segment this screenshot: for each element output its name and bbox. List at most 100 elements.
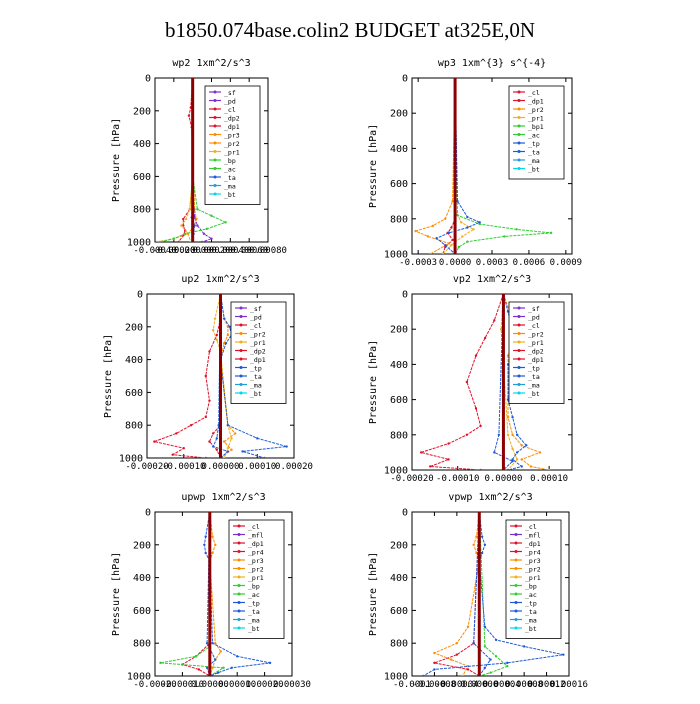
legend-box [230,301,287,404]
y-axis-label: Pressure [hPa] [368,340,379,424]
y-tick-label: 600 [125,388,143,399]
y-tick-label: 600 [133,606,151,617]
series-line-pr1 [442,78,475,254]
y-tick-label: 800 [390,430,408,441]
legend-marker [237,541,241,545]
data-point [155,240,159,242]
data-point [263,456,266,458]
y-tick-label: 400 [390,144,408,155]
x-tick-label: 0.0000 [439,258,472,268]
y-tick-label: 1000 [127,238,151,249]
data-point [205,642,209,645]
data-point [422,674,425,676]
legend-marker [237,575,241,579]
data-point [499,328,503,331]
legend-marker [237,558,241,562]
data-point [215,448,219,451]
data-point [236,655,239,658]
data-point [189,424,193,427]
legend-marker [237,567,241,570]
panel-title: vpwp 1xm^2/s^3 [448,492,532,503]
data-point [506,433,510,436]
data-point [222,456,226,458]
y-axis-label: Pressure [hPa] [368,552,379,636]
legend-label: _dp2 [528,348,544,356]
data-point [465,433,469,436]
legend-marker [239,374,243,378]
data-point [483,336,487,340]
y-tick-label: 800 [390,639,408,650]
legend-label: _ta [525,608,537,616]
series-line-bp [160,512,226,676]
series-line-dp2 [178,78,194,242]
y-tick-label: 0 [402,508,408,519]
series-line-tp [422,512,564,676]
x-tick-label: -0.00020 [390,474,433,484]
data-point [204,456,207,458]
legend-marker [514,541,518,545]
y-tick-label: 800 [390,214,408,225]
data-point [450,658,453,661]
legend-marker [237,584,241,587]
data-point [187,114,191,117]
legend-label: _pr3 [224,132,240,140]
data-point [241,450,244,453]
legend-label: _tp [528,140,540,148]
legend-marker [517,107,521,111]
legend-label: _ma [248,617,260,625]
legend-marker [213,133,217,136]
data-point [215,437,219,440]
figure-title: b1850.074base.colin2 BUDGET at325E,0N [165,18,535,42]
legend-label: _dp1 [224,123,240,131]
data-point [480,535,484,538]
legend-label: _bp [248,583,260,591]
data-point [489,658,492,661]
data-point [210,214,213,217]
legend-marker [517,366,521,369]
legend-label: _pr1 [528,339,544,347]
legend-marker [514,575,518,579]
y-tick-label: 200 [390,540,408,551]
legend-label: _pr2 [525,566,541,574]
data-point [172,237,176,240]
data-point [224,221,227,224]
data-point [451,238,454,242]
panel-6: vpwp 1xm^2/s^3 Pressure [hPa] 0 200 400 600 80… [368,492,588,690]
panel-3: up2 1xm^2/s^3 Pressure [hPa] 0 200 400 600 800… [103,274,313,472]
y-tick-label: 1000 [384,672,408,683]
legend-marker [213,192,217,196]
legend-label: _tp [528,365,540,373]
data-point [506,416,510,419]
series-line-pr4 [432,512,480,676]
legend-label: _tp [250,365,262,373]
panel-2: wp3 1xm^{3} s^{-4} Pressure [hPa] 0 200 400 6… [368,58,582,268]
legend-marker [517,349,521,352]
legend-marker [514,601,518,604]
y-tick-label: 200 [390,109,408,120]
data-point [506,661,509,665]
data-point [511,458,514,461]
legend-marker [514,584,518,587]
legend-label: _ac [525,591,537,599]
y-tick-label: 400 [133,573,151,584]
series-group [152,294,288,458]
x-tick-label: 0.00010 [530,474,568,484]
data-point [466,240,469,243]
y-tick-label: 0 [145,508,151,519]
data-point [234,432,237,435]
data-point [226,325,230,328]
legend-marker [517,133,521,136]
series-line-tp [435,78,481,254]
data-point [153,440,156,443]
y-tick-label: 800 [133,205,151,216]
data-point [204,374,207,378]
series-line-pr3 [156,78,197,242]
legend-marker [514,533,518,536]
legend-marker [517,167,521,170]
legend-label: _tp [248,600,260,608]
panel-title: up2 1xm^2/s^3 [181,274,259,285]
legend-marker [517,90,521,94]
data-point [493,451,496,454]
y-tick-label: 200 [390,325,408,336]
y-tick-label: 0 [402,290,408,301]
